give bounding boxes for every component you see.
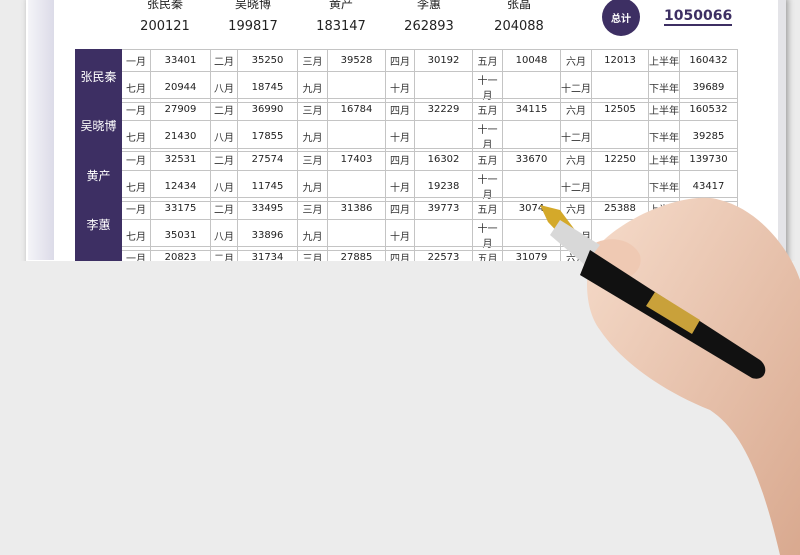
summary-name: 张晶 xyxy=(506,0,531,11)
value-cell[interactable] xyxy=(414,71,473,103)
value-cell[interactable] xyxy=(414,120,473,152)
pen-band xyxy=(646,292,700,334)
month-label: 九月 xyxy=(297,219,328,251)
month-label: 十一月 xyxy=(472,71,503,103)
value-cell[interactable]: 39285 xyxy=(679,120,738,152)
table-row: 黄产 一月 32531 二月 27574 三月 17403 四月 16302 五月 33670 六月 1… xyxy=(75,148,738,202)
spreadsheet-viewport: 张民秦 200121 吴晓博 199817 黄产 183147 李蕙 262893 张晶… xyxy=(0,0,800,261)
month-label: 十二月 xyxy=(560,71,592,103)
month-label: 十二月 xyxy=(560,120,592,152)
value-cell[interactable]: 17855 xyxy=(237,120,298,152)
summary-name: 黄产 xyxy=(328,0,353,11)
summary-name: 吴晓博 xyxy=(234,0,271,11)
month-label: 十月 xyxy=(385,71,415,103)
month-label: 十一月 xyxy=(472,120,503,152)
value-cell[interactable] xyxy=(327,170,386,202)
month-label: 九月 xyxy=(297,71,328,103)
person-name xyxy=(75,246,122,261)
table-row: 吴晓博 一月 27909 二月 36990 三月 16784 四月 32229 五月 34115 六月… xyxy=(75,98,738,152)
value-cell[interactable] xyxy=(327,71,386,103)
person-name: 李蕙 xyxy=(75,197,122,251)
value-cell[interactable] xyxy=(591,120,649,152)
person-name: 吴晓博 xyxy=(75,98,122,152)
person-table: 黄产 一月 32531 二月 27574 三月 17403 四月 16302 五月 33670 六月 1… xyxy=(75,148,738,202)
total-value: 1050066 xyxy=(664,8,733,26)
month-label: 八月 xyxy=(210,219,238,251)
value-cell[interactable] xyxy=(591,71,649,103)
pen-grip xyxy=(550,220,600,265)
month-label: 七月 xyxy=(121,219,151,251)
month-label: 八月 xyxy=(210,120,238,152)
summary-total: 204088 xyxy=(494,19,544,34)
summary-total: 262893 xyxy=(404,19,454,34)
summary-total: 199817 xyxy=(228,19,278,34)
month-label: 十一月 xyxy=(472,219,503,251)
person-name: 张民秦 xyxy=(75,49,122,103)
summary-total: 183147 xyxy=(316,19,366,34)
value-cell[interactable] xyxy=(502,170,561,202)
total-badge: 总计 xyxy=(602,0,640,36)
left-strip xyxy=(28,0,54,260)
value-cell[interactable]: 19238 xyxy=(414,170,473,202)
table-row: 七月 12434 八月 11745 九月 十月 19238 十一月 十二月 下半年 43417 xyxy=(76,170,738,202)
table-row: 张民秦 一月 33401 二月 35250 三月 39528 四月 30192 五月 10048 六月… xyxy=(75,49,738,103)
summary-name: 李蕙 xyxy=(416,0,441,11)
month-label: 九月 xyxy=(297,170,328,202)
summary-name: 张民秦 xyxy=(146,0,183,11)
value-cell[interactable]: 21430 xyxy=(150,120,211,152)
person-name: 黄产 xyxy=(75,148,122,202)
value-cell[interactable] xyxy=(502,120,561,152)
summary-total: 200121 xyxy=(140,19,190,34)
value-cell[interactable]: 43417 xyxy=(679,170,738,202)
scrollbar[interactable] xyxy=(778,0,786,261)
